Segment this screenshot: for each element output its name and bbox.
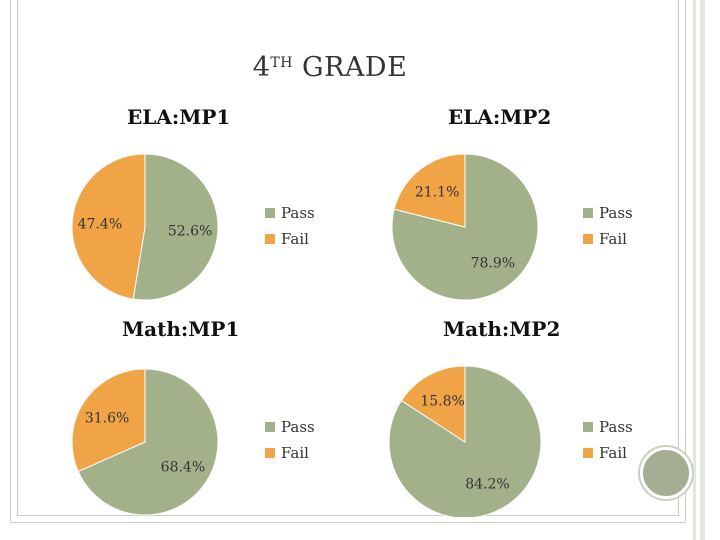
legend-label-fail: Fail <box>599 230 627 248</box>
legend-label-pass: Pass <box>281 418 315 436</box>
pie-slice-pass <box>132 153 219 301</box>
legend-swatch-fail <box>583 448 593 458</box>
pie-slice-pass <box>77 368 219 516</box>
chart-title: ELA:MP1 <box>127 105 231 129</box>
pie-slice-fail <box>71 368 146 473</box>
legend-label-pass: Pass <box>281 204 315 222</box>
pie-svg: 68.4% 31.6% <box>71 368 219 516</box>
chart-title: Math:MP1 <box>122 317 240 341</box>
pie-label-pass: 68.4% <box>161 460 205 476</box>
pie-label-fail: 21.1% <box>415 184 459 200</box>
slide-side-stripe-2 <box>700 0 705 540</box>
legend-swatch-pass <box>583 208 593 218</box>
legend-label-fail: Fail <box>599 444 627 462</box>
legend-item-fail: Fail <box>583 226 633 252</box>
slide-side-stripe <box>693 0 696 540</box>
slide-title: 4TH GRADE <box>0 52 660 83</box>
pie-slice-pass <box>388 365 542 517</box>
slide-title-superscript: TH <box>270 55 293 71</box>
legend-item-pass: Pass <box>583 200 633 226</box>
chart-ela-mp1: ELA:MP1 52.6% 47.4% Pass Fail <box>55 100 395 305</box>
legend-item-fail: Fail <box>583 440 633 466</box>
pie-slice-fail <box>393 153 466 228</box>
legend-label-pass: Pass <box>599 418 633 436</box>
chart-math-mp1: Math:MP1 68.4% 31.6% Pass Fail <box>55 312 395 517</box>
slide-frame-inner <box>17 0 679 516</box>
legend-swatch-pass <box>265 422 275 432</box>
chart-title: ELA:MP2 <box>448 105 552 129</box>
legend-item-pass: Pass <box>265 200 315 226</box>
legend: Pass Fail <box>265 414 315 466</box>
legend-swatch-pass <box>265 208 275 218</box>
slide-frame-outer <box>10 0 686 523</box>
legend: Pass Fail <box>583 200 633 252</box>
pie-label-pass: 78.9% <box>471 256 515 272</box>
pie-slice-fail <box>400 365 466 443</box>
legend: Pass Fail <box>583 414 633 466</box>
chart-ela-mp2: ELA:MP2 78.9% 21.1% Pass Fail <box>375 100 715 305</box>
pie-label-fail: 47.4% <box>78 216 122 232</box>
legend-label-pass: Pass <box>599 204 633 222</box>
legend-item-fail: Fail <box>265 226 315 252</box>
pie-label-pass: 84.2% <box>465 476 509 492</box>
pie-svg: 84.2% 15.8% <box>388 365 542 517</box>
slide-corner-circle <box>640 447 692 499</box>
legend-item-fail: Fail <box>265 440 315 466</box>
legend-label-fail: Fail <box>281 230 309 248</box>
legend: Pass Fail <box>265 200 315 252</box>
legend-item-pass: Pass <box>265 414 315 440</box>
slide-title-text: GRADE <box>292 52 408 83</box>
legend-swatch-fail <box>265 234 275 244</box>
legend-swatch-fail <box>583 234 593 244</box>
pie-svg: 52.6% 47.4% <box>71 153 219 301</box>
legend-label-fail: Fail <box>281 444 309 462</box>
legend-swatch-fail <box>265 448 275 458</box>
pie-label-fail: 31.6% <box>85 410 129 426</box>
pie-label-fail: 15.8% <box>420 394 464 410</box>
legend-swatch-pass <box>583 422 593 432</box>
pie-svg: 78.9% 21.1% <box>391 153 539 301</box>
chart-math-mp2: Math:MP2 84.2% 15.8% Pass Fail <box>375 312 715 517</box>
legend-item-pass: Pass <box>583 414 633 440</box>
slide-title-number: 4 <box>252 52 271 83</box>
pie-label-pass: 52.6% <box>168 224 212 240</box>
pie-slice-fail <box>71 153 146 300</box>
chart-title: Math:MP2 <box>443 317 561 341</box>
